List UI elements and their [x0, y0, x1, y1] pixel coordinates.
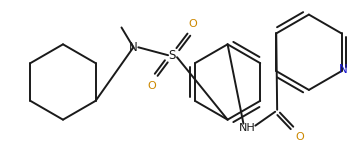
Text: O: O: [296, 132, 304, 141]
Text: N: N: [339, 63, 348, 76]
Text: O: O: [148, 81, 156, 91]
Text: S: S: [168, 49, 176, 62]
Text: NH: NH: [239, 123, 256, 133]
Text: N: N: [129, 41, 138, 54]
Text: O: O: [189, 20, 197, 30]
